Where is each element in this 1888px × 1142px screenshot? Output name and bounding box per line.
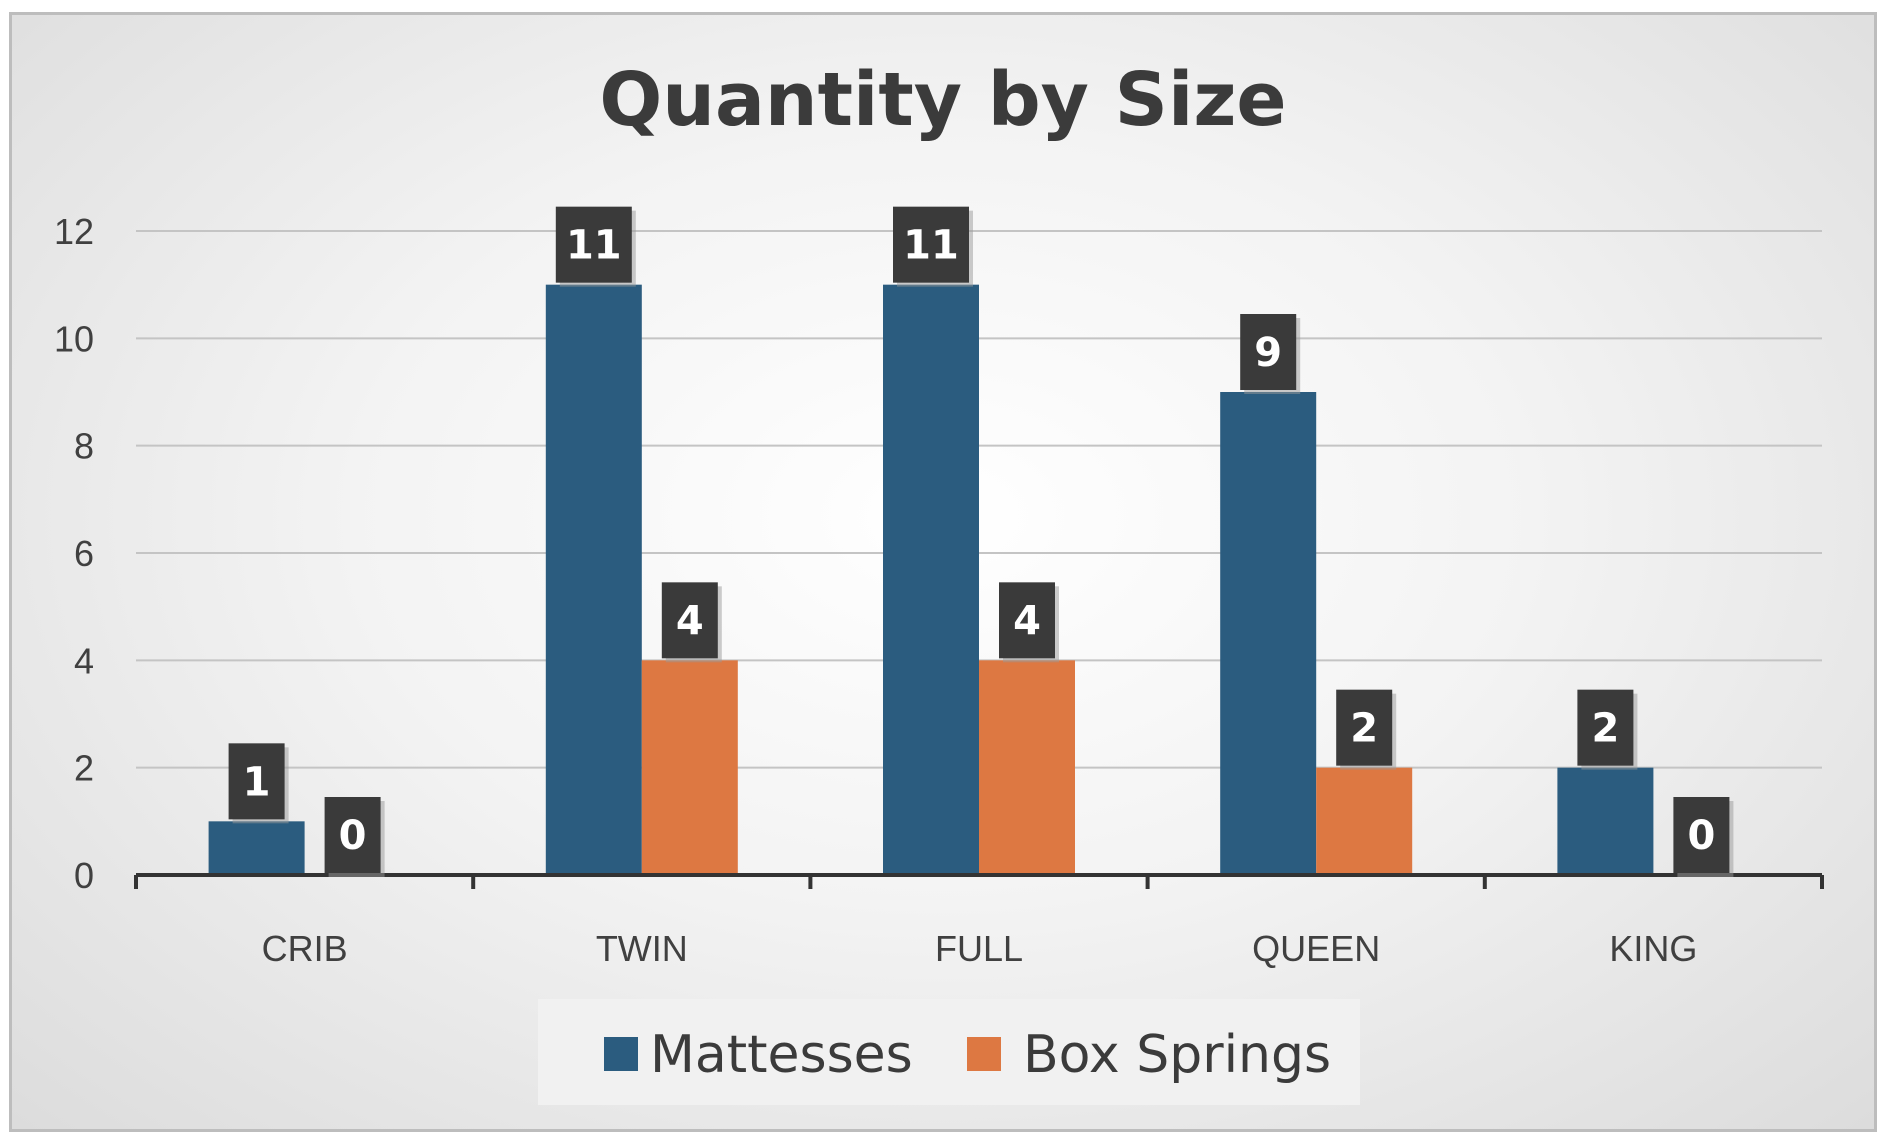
y-tick-label: 4	[74, 640, 94, 681]
data-label: 1	[243, 759, 271, 805]
legend-label: Box Springs	[1023, 1025, 1331, 1085]
data-label-box	[1577, 689, 1634, 766]
data-labels: 1 0 11 4 11 4 9 2 2 0	[228, 206, 1734, 877]
y-tick-label: 10	[54, 318, 94, 359]
data-label: 4	[1013, 598, 1041, 644]
data-label: 2	[1350, 706, 1378, 752]
data-label-box	[893, 206, 969, 283]
y-tick-label: 12	[54, 211, 94, 252]
legend: Mattesses Box Springs	[538, 999, 1360, 1105]
bar	[1557, 767, 1654, 875]
data-label: 0	[1687, 813, 1715, 859]
bar	[1220, 392, 1317, 875]
chart-frame: Quantity by Size 0 2 4 6 8 10 12 CRIB TWIN FULL Q…	[9, 12, 1877, 1132]
y-tick-label: 8	[74, 426, 94, 467]
x-category-label: TWIN	[596, 928, 688, 969]
data-label-box	[1336, 689, 1393, 766]
bar	[641, 660, 738, 875]
y-axis-ticks: 0 2 4 6 8 10 12	[54, 211, 94, 896]
legend-label: Mattesses	[650, 1025, 913, 1085]
data-label: 11	[903, 223, 959, 269]
data-label-box	[999, 582, 1055, 659]
legend-swatch	[604, 1037, 638, 1071]
data-label-box	[228, 743, 285, 820]
data-label: 4	[676, 598, 704, 644]
y-tick-label: 2	[74, 748, 94, 789]
x-category-label: FULL	[935, 928, 1023, 969]
legend-box	[538, 999, 1360, 1105]
x-category-label: KING	[1609, 928, 1697, 969]
bar	[979, 660, 1075, 875]
legend-swatch	[967, 1037, 1001, 1071]
data-label: 2	[1591, 706, 1619, 752]
chart-title: Quantity by Size	[599, 57, 1286, 143]
x-category-label: QUEEN	[1252, 928, 1380, 969]
bar	[1316, 767, 1413, 875]
bar	[883, 284, 979, 876]
x-axis	[134, 873, 1824, 889]
data-label-box	[661, 582, 718, 659]
data-label: 11	[566, 223, 622, 269]
data-label-box	[324, 797, 381, 873]
x-category-label: CRIB	[262, 928, 348, 969]
bar	[208, 821, 305, 875]
data-label-box	[555, 206, 632, 283]
x-axis-categories: CRIB TWIN FULL QUEEN KING	[262, 928, 1698, 969]
data-label-box	[1240, 314, 1297, 390]
data-label: 9	[1254, 330, 1282, 376]
y-tick-label: 6	[74, 533, 94, 574]
bars	[208, 284, 1654, 876]
data-label: 0	[339, 813, 367, 859]
y-tick-label: 0	[74, 855, 94, 896]
data-label-box	[1673, 797, 1730, 873]
bar	[545, 284, 642, 876]
